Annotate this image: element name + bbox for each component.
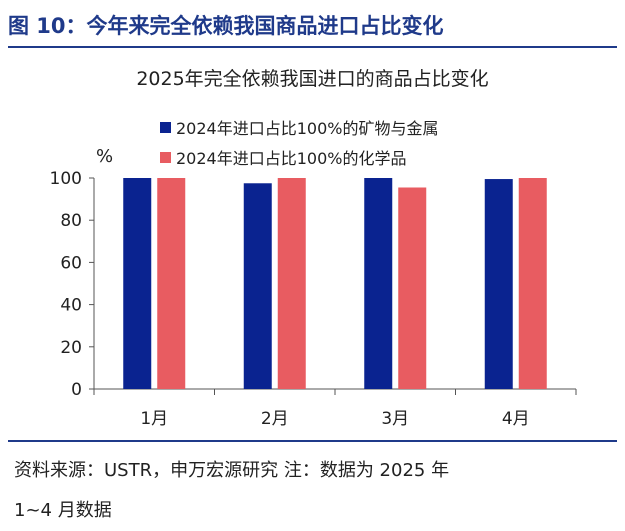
legend-swatch-chemicals (160, 151, 171, 163)
y-axis-unit: % (96, 146, 114, 167)
chart-legend: 2024年进口占比100%的矿物与金属 2024年进口占比100%的化学品 (160, 112, 438, 172)
bar-minerals (484, 179, 513, 389)
bar-minerals (123, 178, 152, 389)
legend-swatch-minerals (160, 121, 171, 133)
x-tick-label: 4月 (502, 409, 530, 429)
x-tick-label: 2月 (261, 409, 289, 429)
y-tick-label: 60 (60, 253, 82, 273)
y-tick-label: 80 (60, 211, 82, 231)
footer-divider (8, 440, 617, 442)
legend-label-minerals: 2024年进口占比100%的矿物与金属 (176, 119, 439, 138)
bar-chemicals (518, 178, 547, 389)
source-note: 资料来源：USTR，申万宏源研究 注：数据为 2025 年 (14, 460, 450, 481)
y-tick-label: 20 (60, 338, 82, 358)
legend-item-minerals: 2024年进口占比100%的矿物与金属 (160, 112, 438, 142)
bar-minerals (243, 183, 272, 389)
legend-item-chemicals: 2024年进口占比100%的化学品 (160, 142, 438, 172)
y-tick-label: 0 (71, 380, 82, 400)
bar-chemicals (398, 187, 427, 389)
y-tick-label: 40 (60, 296, 82, 316)
title-divider (8, 46, 617, 48)
bar-chemicals (277, 178, 306, 389)
legend-label-chemicals: 2024年进口占比100%的化学品 (176, 149, 407, 168)
bar-chemicals (157, 178, 186, 389)
bar-minerals (364, 178, 393, 389)
x-tick-label: 3月 (381, 409, 409, 429)
y-tick-label: 100 (50, 169, 82, 189)
figure-title: 图 10：今年来完全依赖我国商品进口占比变化 (8, 14, 444, 38)
source-note-continued: 1~4 月数据 (14, 500, 112, 521)
chart-title: 2025年完全依赖我国进口的商品占比变化 (136, 68, 489, 90)
x-tick-label: 1月 (140, 409, 168, 429)
